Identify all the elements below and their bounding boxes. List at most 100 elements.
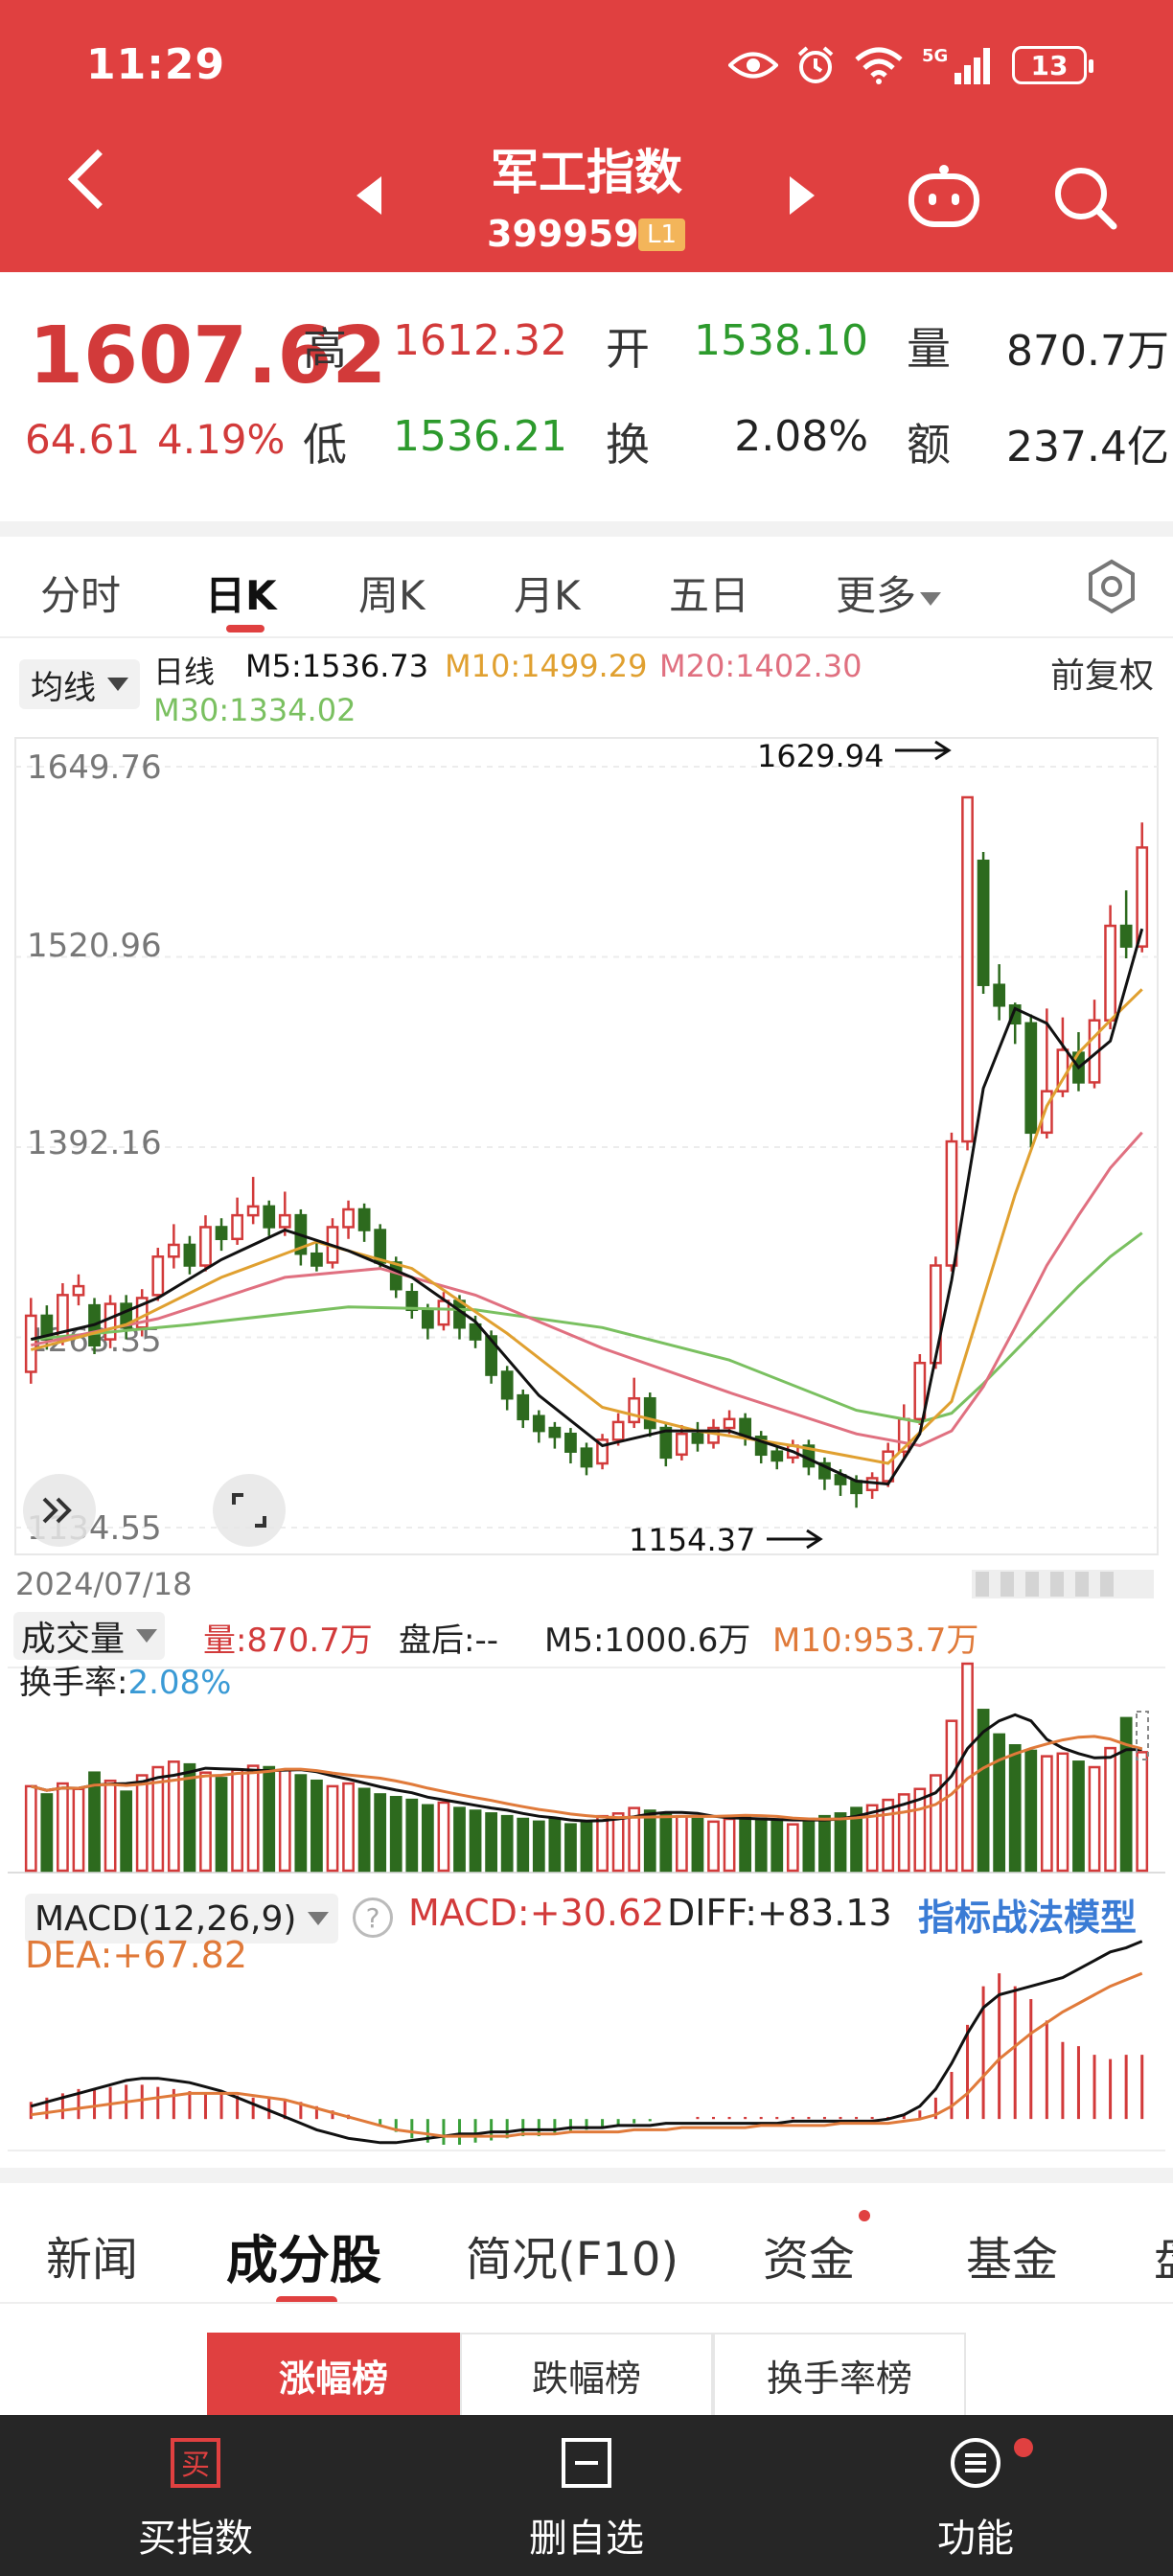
candle-body [469,1322,482,1341]
candle-body [1104,924,1116,1022]
tab-funds[interactable]: 资金 [763,2233,856,2287]
function-button[interactable]: 功能 [870,2436,1081,2563]
candle-body [40,1314,54,1341]
tab-more-partial[interactable]: 盘 [1154,2221,1173,2288]
volume-bar [1008,1744,1022,1873]
volume-bar [1024,1749,1038,1873]
robot-assistant-icon[interactable] [906,163,982,230]
candle-body [913,1361,927,1421]
tab-day-k[interactable]: 日K [205,572,277,619]
volume-bar [850,1806,862,1873]
volume-bar [326,1784,339,1873]
y-tick-label: 1520.96 [27,927,162,965]
macd-indicator-select[interactable]: MACD(12,26,9) [25,1894,339,1944]
tab-profile-f10[interactable]: 简况(F10) [466,2233,679,2287]
eye-icon [728,52,778,79]
wifi-icon [855,47,903,84]
candle-body [72,1284,85,1297]
candle-body [1136,846,1149,948]
active-tab-indicator [226,625,264,632]
time-scroll-bar[interactable] [972,1570,1154,1598]
tab-week-k[interactable]: 周K [358,572,426,619]
chevron-down-icon [136,1629,158,1643]
candle-body [580,1447,593,1468]
volume-value-label: 量:870.7万 [203,1622,373,1660]
ma-line-m20 [30,1131,1143,1448]
candle-body [564,1432,577,1453]
volume-bar [294,1774,308,1873]
next-index-icon[interactable] [790,176,815,215]
candle-body [231,1213,243,1241]
tab-more[interactable]: 更多 [836,564,942,622]
previous-index-icon[interactable] [356,176,381,215]
volume-bar [596,1814,609,1873]
active-tab-indicator [276,2296,337,2306]
notification-dot [859,2210,870,2221]
volume-bar [580,1820,593,1873]
y-tick-label: 1392.16 [27,1124,162,1162]
volume-bar [231,1768,243,1873]
turnover-rank-button[interactable]: 换手率榜 [713,2333,966,2417]
volume-bar [739,1814,752,1873]
fullscreen-button[interactable] [213,1474,286,1547]
remove-watchlist-label: 删自选 [529,2517,644,2561]
help-icon[interactable]: ? [353,1898,393,1938]
search-icon[interactable] [1050,163,1119,232]
buy-index-label: 买指数 [138,2517,253,2561]
volume-bar [786,1823,799,1873]
turnover-rate-caption: 换手率: [19,1664,128,1702]
volume-bar [246,1764,260,1873]
high-annotation: 1629.94 [757,738,884,774]
settings-icon[interactable] [1083,558,1140,615]
tab-more-label: 更多 [836,572,917,619]
ma-m20: M20:1402.30 [659,648,862,684]
volume-bar [120,1790,133,1873]
volume-bar [1056,1752,1070,1873]
tab-components[interactable]: 成分股 [226,2230,381,2290]
tab-fund[interactable]: 基金 [966,2233,1059,2287]
ma-type-select[interactable]: 均线 [19,659,140,709]
remove-watchlist-button[interactable]: 删自选 [481,2436,692,2563]
candle-body [421,1308,434,1329]
diff-value-label: DIFF:+83.13 [667,1892,892,1934]
candle-body [850,1480,862,1495]
kline-chart-area[interactable]: 1649.76 1520.96 1392.16 1263.35 1134.55 … [0,0,1173,2168]
volume-indicator-select[interactable]: 成交量 [13,1612,166,1660]
buy-index-button[interactable]: 买 买指数 [90,2436,301,2563]
tab-five-day[interactable]: 五日 [669,572,750,619]
volume-bar [628,1806,641,1873]
candle-body [517,1393,530,1421]
low-annotation: 1154.37 [629,1522,755,1558]
volume-bar [405,1798,419,1873]
indicator-strategy-link[interactable]: 指标战法模型 [918,1897,1138,1939]
volume-bar [532,1820,545,1873]
losers-rank-button[interactable]: 跌幅榜 [460,2333,713,2417]
tab-intraday[interactable]: 分时 [40,572,122,619]
candle-body [961,795,974,1143]
tab-month-k[interactable]: 月K [514,572,581,619]
candle-body [818,1461,831,1480]
volume-bar [548,1817,562,1873]
macd-value-label: MACD:+30.62 [408,1892,665,1934]
open-value: 1538.10 [694,316,868,365]
gainers-rank-button[interactable]: 涨幅榜 [207,2333,460,2417]
candle-body [357,1208,371,1231]
last-price: 1607.62 [29,310,387,402]
turnover-rate-value: 2.08% [127,1664,232,1702]
volume-bar [500,1814,514,1873]
price-adjust-toggle[interactable]: 前复权 [1050,656,1155,696]
expand-left-button[interactable] [23,1474,96,1547]
tab-news[interactable]: 新闻 [46,2233,139,2287]
signal-label: 5G [922,46,948,66]
arrow-right-icon [895,740,952,761]
volume-bar [263,1765,276,1873]
notification-dot [1014,2438,1033,2457]
volume-bar [961,1662,974,1873]
section-divider [0,521,1173,537]
function-label: 功能 [937,2517,1014,2561]
battery-level: 13 [1030,49,1069,81]
candle-body [723,1417,736,1430]
candle-body [1008,1004,1022,1025]
dea-value-label: DEA:+67.82 [25,1934,248,1976]
volume-bar [643,1809,656,1873]
